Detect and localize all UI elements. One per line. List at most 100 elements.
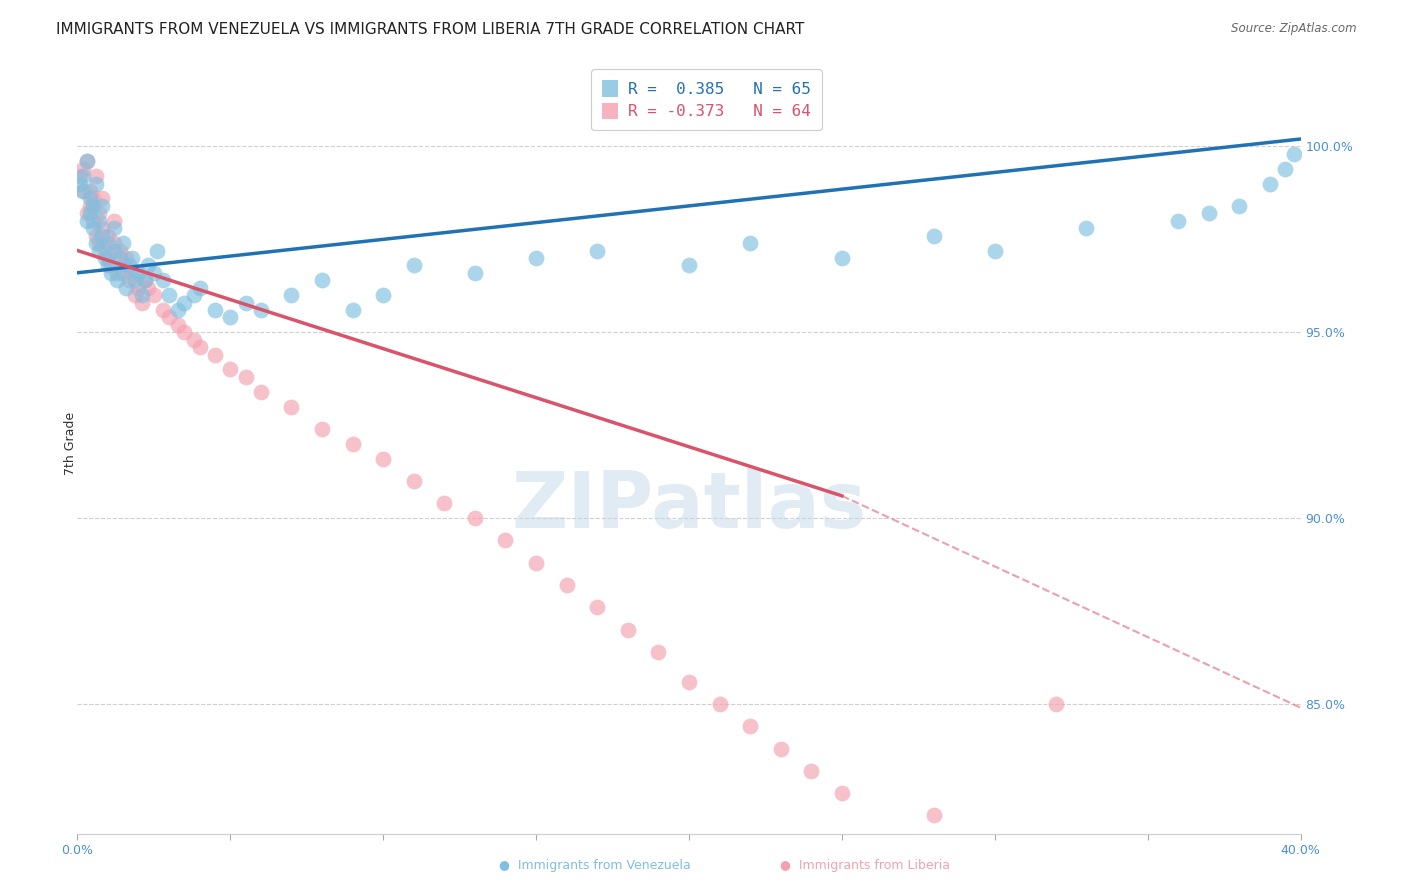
Point	[740, 235, 762, 250]
Point	[103, 213, 125, 227]
Point	[131, 288, 153, 302]
Point	[79, 184, 101, 198]
Point	[97, 251, 120, 265]
Point	[103, 235, 125, 250]
Point	[740, 719, 762, 733]
Point	[183, 288, 205, 302]
Point	[586, 600, 609, 615]
Point	[90, 191, 112, 205]
Point	[136, 280, 159, 294]
Point	[79, 206, 101, 220]
Point	[84, 235, 107, 250]
Point	[1284, 146, 1306, 161]
Point	[188, 280, 211, 294]
Point	[495, 533, 517, 548]
Point	[118, 258, 141, 272]
Point	[87, 235, 110, 250]
Point	[984, 244, 1007, 258]
Point	[118, 273, 141, 287]
Point	[157, 310, 180, 325]
Point	[90, 199, 112, 213]
Text: Source: ZipAtlas.com: Source: ZipAtlas.com	[1232, 22, 1357, 36]
Point	[402, 474, 425, 488]
Point	[97, 228, 120, 243]
Point	[173, 325, 195, 339]
Point	[157, 288, 180, 302]
Point	[72, 184, 94, 198]
Text: ●  Immigrants from Liberia: ● Immigrants from Liberia	[780, 859, 950, 872]
Point	[100, 258, 122, 272]
Point	[167, 318, 190, 332]
Point	[69, 177, 91, 191]
Point	[152, 273, 174, 287]
Point	[69, 169, 91, 183]
Point	[342, 302, 364, 317]
Point	[524, 251, 547, 265]
Point	[371, 288, 394, 302]
Point	[84, 228, 107, 243]
Point	[131, 295, 153, 310]
Point	[76, 206, 98, 220]
Point	[124, 288, 146, 302]
Point	[112, 235, 135, 250]
Point	[433, 496, 456, 510]
Point	[1258, 177, 1281, 191]
Point	[94, 251, 117, 265]
Point	[922, 228, 945, 243]
Point	[76, 213, 98, 227]
Point	[76, 154, 98, 169]
Point	[709, 697, 731, 711]
Point	[204, 302, 226, 317]
Point	[124, 273, 146, 287]
Point	[250, 302, 273, 317]
Point	[97, 258, 120, 272]
Point	[678, 674, 700, 689]
Point	[105, 266, 128, 280]
Point	[219, 362, 242, 376]
Point	[311, 422, 333, 436]
Point	[280, 288, 302, 302]
Point	[152, 302, 174, 317]
Point	[134, 273, 156, 287]
Point	[1198, 206, 1220, 220]
Point	[87, 206, 110, 220]
Point	[79, 199, 101, 213]
Point	[100, 266, 122, 280]
Point	[76, 154, 98, 169]
Point	[524, 556, 547, 570]
Point	[142, 266, 165, 280]
Text: ZIPatlas: ZIPatlas	[512, 468, 866, 544]
Point	[402, 258, 425, 272]
Point	[342, 436, 364, 450]
Point	[136, 258, 159, 272]
Text: ●  Immigrants from Venezuela: ● Immigrants from Venezuela	[499, 859, 690, 872]
Point	[82, 191, 104, 205]
Point	[127, 266, 149, 280]
Point	[127, 280, 149, 294]
Point	[112, 266, 135, 280]
Point	[82, 213, 104, 227]
Point	[146, 244, 169, 258]
Point	[167, 302, 190, 317]
Point	[280, 400, 302, 414]
Point	[183, 333, 205, 347]
Point	[79, 191, 101, 205]
Point	[678, 258, 700, 272]
Point	[121, 266, 143, 280]
Point	[84, 177, 107, 191]
Point	[115, 280, 138, 294]
Point	[72, 184, 94, 198]
Point	[84, 169, 107, 183]
Point	[94, 244, 117, 258]
Point	[464, 266, 486, 280]
Point	[647, 645, 669, 659]
Point	[103, 244, 125, 258]
Point	[219, 310, 242, 325]
Point	[134, 273, 156, 287]
Point	[115, 251, 138, 265]
Point	[235, 369, 257, 384]
Point	[103, 221, 125, 235]
Point	[1167, 213, 1189, 227]
Point	[90, 228, 112, 243]
Point	[586, 244, 609, 258]
